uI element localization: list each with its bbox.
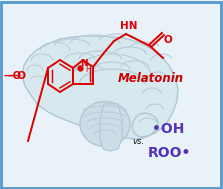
Text: N: N (80, 60, 88, 68)
Ellipse shape (80, 101, 130, 146)
Text: Melatonin: Melatonin (118, 73, 184, 85)
Text: —O: —O (4, 71, 22, 81)
Text: —O: —O (8, 71, 27, 81)
Polygon shape (100, 104, 122, 151)
Text: O: O (164, 35, 173, 45)
Text: H: H (85, 64, 91, 74)
Text: •OH: •OH (152, 122, 184, 136)
Polygon shape (22, 36, 178, 139)
Text: vs.: vs. (132, 138, 144, 146)
Text: ROO•: ROO• (148, 146, 191, 160)
Text: HN: HN (120, 21, 138, 31)
